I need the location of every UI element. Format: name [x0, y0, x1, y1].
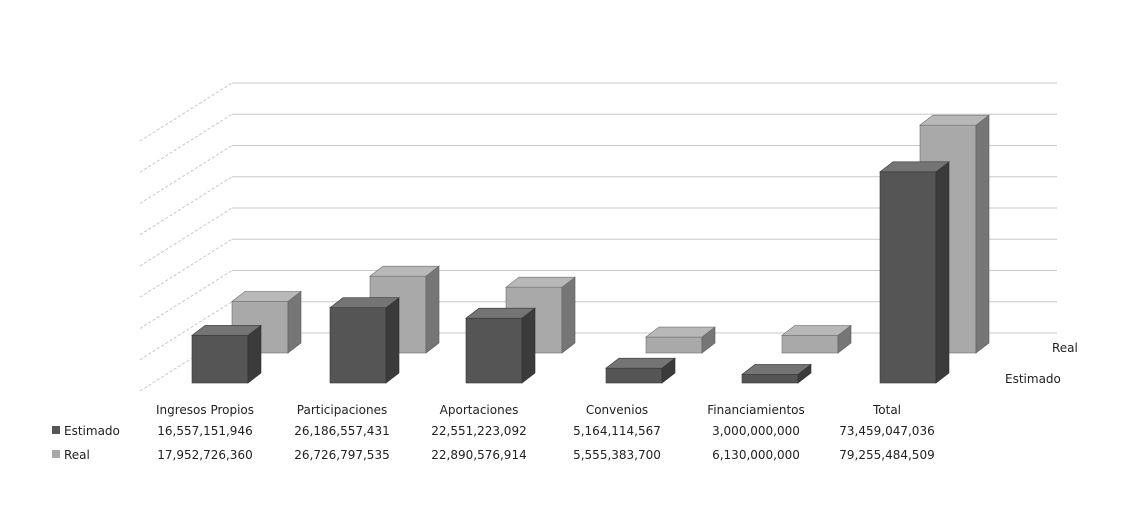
bar-side-face: [935, 161, 950, 384]
category-labels: Ingresos Propios Participaciones Aportacio…: [156, 403, 901, 417]
gridline-side: [139, 207, 233, 267]
gridline-side: [139, 270, 233, 329]
bar-top-face: [191, 325, 262, 336]
bar-side-face: [521, 307, 536, 384]
bar-real-4: [781, 324, 852, 354]
bar-side-face: [385, 297, 400, 384]
table-cell: 6,130,000,000: [712, 448, 800, 462]
category-label: Financiamientos: [707, 403, 805, 417]
bar-top-face: [605, 357, 676, 369]
bar-front-face: [781, 335, 839, 354]
estimado-series-bars: [191, 161, 950, 384]
table-cell: 16,557,151,946: [157, 424, 252, 438]
bar-estimado-4: [741, 363, 812, 384]
bar-top-face: [231, 291, 302, 302]
bar-top-face: [781, 325, 852, 336]
table-cell: 5,164,114,567: [573, 424, 661, 438]
bar-top-face: [879, 161, 950, 173]
gridline-side: [139, 176, 233, 236]
table-cell: 73,459,047,036: [839, 424, 934, 438]
table-cell: 26,186,557,431: [294, 424, 389, 438]
category-label: Aportaciones: [440, 403, 519, 417]
bar-side-face: [561, 276, 576, 354]
table-cell: 3,000,000,000: [712, 424, 800, 438]
bar-estimado-3: [605, 357, 676, 384]
category-label: Participaciones: [297, 403, 387, 417]
table-cell: 26,726,797,535: [294, 448, 389, 462]
bar-top-face: [505, 276, 576, 288]
gridline-side: [139, 238, 233, 298]
bar-real-3: [645, 326, 716, 354]
category-label: Ingresos Propios: [156, 403, 254, 417]
table-cell: 22,890,576,914: [431, 448, 526, 462]
bar-front-face: [605, 367, 663, 384]
bar-top-face: [465, 307, 536, 319]
bar-front-face: [329, 307, 387, 384]
bar-front-face: [645, 336, 703, 354]
bar-top-face: [741, 364, 812, 375]
bar-front-face: [191, 335, 249, 384]
bar-estimado-5: [879, 161, 950, 384]
bar-front-face: [465, 317, 523, 384]
category-label: Convenios: [586, 403, 648, 417]
depth-label-estimado: Estimado: [1005, 372, 1061, 386]
bar-top-face: [369, 265, 440, 277]
gridline-side: [139, 113, 233, 173]
legend-key-real: [52, 450, 60, 458]
gridline-side: [139, 145, 233, 204]
category-label: Total: [872, 403, 901, 417]
table-cell: 5,555,383,700: [573, 448, 661, 462]
bar-estimado-2: [465, 307, 536, 384]
bar-side-face: [287, 290, 302, 354]
bar-top-face: [919, 114, 990, 126]
table-cell: 17,952,726,360: [157, 448, 252, 462]
row-label-real: Real: [64, 448, 90, 462]
depth-label-real: Real: [1052, 341, 1078, 355]
bar-front-face: [879, 171, 937, 384]
gridline-side: [139, 82, 233, 142]
legend-key-estimado: [52, 426, 60, 434]
table-cell: 79,255,484,509: [839, 448, 934, 462]
depth-axis-labels: Real Estimado: [1005, 341, 1078, 386]
bar-side-face: [425, 265, 440, 354]
bar-top-face: [645, 326, 716, 338]
data-table: Estimado 16,557,151,946 26,186,557,431 22,5…: [52, 424, 935, 462]
bar-side-face: [975, 114, 990, 354]
bar-estimado-0: [191, 324, 262, 384]
bar-estimado-1: [329, 297, 400, 384]
gridline-side: [139, 301, 233, 361]
bar-top-face: [329, 297, 400, 309]
bar-front-face: [741, 374, 799, 384]
table-cell: 22,551,223,092: [431, 424, 526, 438]
row-label-estimado: Estimado: [64, 424, 120, 438]
